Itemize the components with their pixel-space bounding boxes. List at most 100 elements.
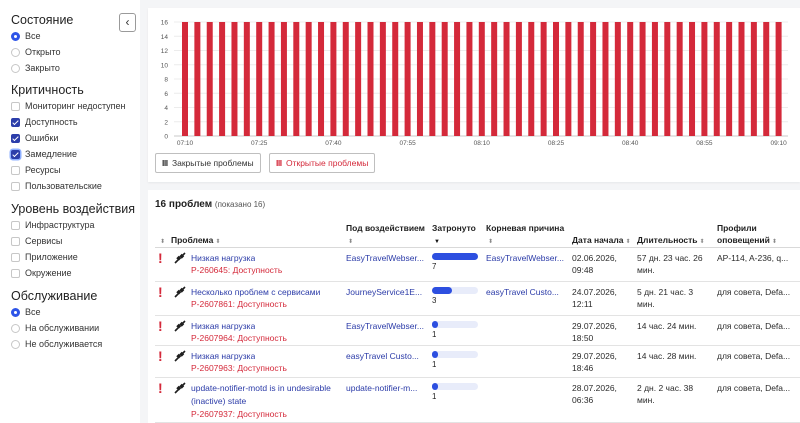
affected-bar-fill	[432, 321, 438, 328]
alerting-profiles: AP-114, A-236, q...	[717, 253, 789, 263]
problem-title-link[interactable]: Несколько проблем с сервисами	[191, 287, 321, 297]
crit-option-monitoring[interactable]: Мониторинг недоступен	[11, 98, 126, 114]
column-header-problem[interactable]: Проблема ⬍	[171, 234, 220, 249]
count-label: 16 проблем	[155, 199, 213, 210]
option-label: Мониторинг недоступен	[25, 101, 126, 111]
problem-title-link[interactable]: Низкая нагрузка	[191, 321, 256, 331]
plug-icon	[173, 252, 187, 264]
duration: 57 дн. 23 час. 26	[637, 253, 703, 263]
checkbox-checked[interactable]	[11, 149, 20, 159]
chart-bar	[392, 22, 399, 136]
chart-bar	[540, 22, 547, 136]
header-label: Под воздействием	[346, 223, 425, 233]
legend-label: Открытые проблемы	[285, 158, 369, 168]
checkbox[interactable]	[11, 165, 20, 175]
checkbox[interactable]	[11, 220, 20, 230]
maint-option-out[interactable]: Не обслуживается	[11, 336, 102, 352]
x-tick-label: 08:40	[622, 140, 639, 147]
chart-bar	[726, 22, 733, 136]
impacted-entity-link[interactable]: EasyTravelWebser...	[346, 253, 424, 263]
affected-sort[interactable]: ▼	[432, 234, 440, 249]
maint-option-in[interactable]: На обслуживании	[11, 320, 102, 336]
checkbox[interactable]	[11, 268, 20, 278]
radio[interactable]	[11, 339, 20, 349]
checkbox[interactable]	[11, 252, 20, 262]
severity-icon: !	[158, 348, 163, 364]
table-row[interactable]: ! Несколько проблем с сервисами P-2607861:…	[155, 282, 800, 316]
impact-option-infrastructure[interactable]: Инфраструктура	[11, 217, 135, 233]
chart-bar	[342, 22, 349, 136]
checkbox-checked[interactable]	[11, 133, 20, 143]
y-tick-label: 14	[161, 34, 169, 41]
checkbox[interactable]	[11, 181, 20, 191]
impacted-entity-link[interactable]: EasyTravelWebser...	[346, 321, 424, 331]
alerting-profiles: для совета, Defa...	[717, 321, 791, 331]
checkbox[interactable]	[11, 101, 20, 111]
problem-title-link[interactable]: update-notifier-motd is in undesirable	[191, 383, 331, 393]
checkbox[interactable]	[11, 236, 20, 246]
column-header-duration[interactable]: Длительность ⬍	[637, 234, 705, 249]
radio[interactable]	[11, 63, 20, 73]
impacted-entity-link[interactable]: easyTravel Custo...	[346, 351, 419, 361]
impact-option-application[interactable]: Приложение	[11, 249, 135, 265]
affected-count: 1	[432, 360, 437, 369]
profiles-header-line2[interactable]: оповещений ⬍	[717, 234, 777, 249]
shown-label: (показано 16)	[214, 200, 266, 209]
maint-option-all[interactable]: Все	[11, 304, 102, 320]
header-label: Корневая причина	[486, 223, 565, 233]
table-row[interactable]: ! Низкая нагрузка P-260645: Доступность Eas…	[155, 248, 800, 282]
column-header-root-cause[interactable]: Корневая причина	[486, 222, 564, 235]
root-cause-sort[interactable]: ⬍	[486, 234, 493, 249]
problem-title-link-line2[interactable]: (inactive) state	[191, 396, 247, 406]
state-option-closed[interactable]: Закрыто	[11, 60, 73, 76]
table-row[interactable]: ! update-notifier-motd is in undesirable (…	[155, 378, 800, 423]
column-header-profiles[interactable]: Профили	[717, 222, 757, 235]
table-row[interactable]: ! Низкая нагрузка P-2607964: Доступность Ea…	[155, 316, 800, 346]
crit-option-resources[interactable]: Ресурсы	[11, 162, 126, 178]
radio-selected[interactable]	[11, 307, 20, 317]
impacted-entity-link[interactable]: JourneyService1E...	[346, 287, 423, 297]
column-header-affected[interactable]: Затронуто	[432, 222, 476, 235]
impact-option-services[interactable]: Сервисы	[11, 233, 135, 249]
chart-bar	[268, 22, 275, 136]
state-option-open[interactable]: Открыто	[11, 44, 73, 60]
table-row[interactable]: ! Низкая нагрузка P-2607963: Доступность ea…	[155, 346, 800, 378]
chart-bar	[194, 22, 201, 136]
chart-bar	[330, 22, 337, 136]
affected-bar	[432, 383, 478, 390]
checkbox-checked[interactable]	[11, 117, 20, 127]
collapse-sidebar-button[interactable]: ‹	[119, 13, 136, 32]
problem-id: P-2607937: Доступность	[191, 409, 287, 419]
problem-title-link[interactable]: Низкая нагрузка	[191, 351, 256, 361]
legend-open-problems-button[interactable]: III Открытые проблемы	[269, 153, 376, 173]
crit-option-custom[interactable]: Пользовательские	[11, 178, 126, 194]
crit-option-errors[interactable]: Ошибки	[11, 130, 126, 146]
affected-bar-fill	[432, 287, 452, 294]
duration: 14 час. 28 мин.	[637, 351, 697, 361]
impacted-sort[interactable]: ⬍	[346, 234, 353, 249]
chart-bar	[454, 22, 461, 136]
problem-title-link[interactable]: Низкая нагрузка	[191, 253, 256, 263]
impact-option-environment[interactable]: Окружение	[11, 265, 135, 281]
root-cause-link[interactable]: EasyTravelWebser...	[486, 253, 564, 263]
state-option-all[interactable]: Все	[11, 28, 73, 44]
radio-selected[interactable]	[11, 31, 20, 41]
start-date: 29.07.2026,	[572, 321, 617, 331]
header-label: Профили	[717, 223, 757, 233]
start-date: 02.06.2026,	[572, 253, 617, 263]
column-header-start-date[interactable]: Дата начала ⬍	[572, 234, 631, 249]
column-header-impacted[interactable]: Под воздействием	[346, 222, 425, 235]
column-header-severity[interactable]: ⬍	[158, 234, 165, 249]
chart-bar	[478, 22, 485, 136]
legend-closed-problems-button[interactable]: III Закрытые проблемы	[155, 153, 261, 173]
radio[interactable]	[11, 323, 20, 333]
crit-option-availability[interactable]: Доступность	[11, 114, 126, 130]
plug-icon	[173, 382, 187, 394]
y-tick-label: 2	[164, 119, 168, 126]
state-filter-group: Состояние Все Открыто Закрыто	[11, 12, 73, 76]
radio[interactable]	[11, 47, 20, 57]
chart-bar	[639, 22, 646, 136]
crit-option-slowdown[interactable]: Замедление	[11, 146, 126, 162]
root-cause-link[interactable]: easyTravel Custo...	[486, 287, 559, 297]
impacted-entity-link[interactable]: update-notifier-m...	[346, 383, 418, 393]
